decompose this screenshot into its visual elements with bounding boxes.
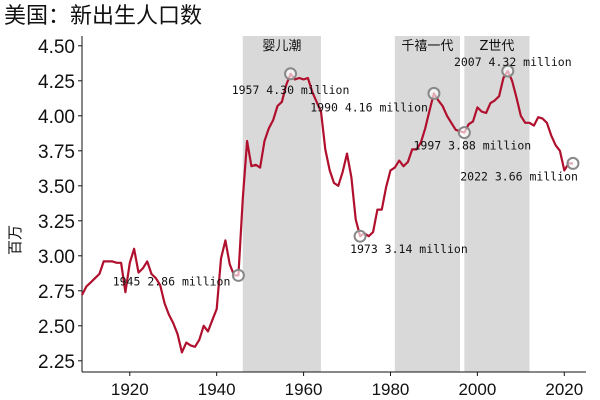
axes: 2.25 2.50 2.75 3.00 3.25 3.50 3.75 4.00 4.25 4.50… — [38, 36, 586, 399]
y-tick-label-3: 3.00 — [38, 247, 75, 268]
band-0 — [242, 36, 321, 372]
annotation-label-2: 1973 3.14 million — [350, 242, 468, 256]
x-tick-label-4: 2000 — [458, 380, 496, 399]
annotation-label-5: 2007 4.32 million — [454, 55, 572, 69]
annotation-marker-3 — [427, 86, 441, 100]
series-lines — [81, 69, 573, 354]
series-line-0 — [81, 69, 573, 354]
annotation-label-1: 1957 4.30 million — [232, 83, 350, 97]
annotation-label-4: 1997 3.88 million — [413, 139, 531, 153]
y-tick-label-8: 4.25 — [38, 72, 75, 93]
y-tick-label-4: 3.25 — [38, 212, 75, 233]
annotation-marker-2 — [353, 229, 367, 243]
y-tick-label-7: 4.00 — [38, 107, 75, 128]
x-tick-label-5: 2020 — [545, 380, 583, 399]
y-tick-label-5: 3.50 — [38, 177, 75, 198]
band-label-0: 婴儿潮 — [262, 39, 301, 54]
annotation-marker-0 — [231, 268, 245, 282]
chart-title: 美国：新出生人口数 — [4, 4, 202, 29]
y-tick-label-9: 4.50 — [38, 37, 75, 58]
annotation-label-6: 2022 3.66 million — [460, 169, 578, 183]
band-1 — [394, 36, 460, 372]
x-tick-label-2: 1960 — [285, 380, 323, 399]
y-tick-label-6: 3.75 — [38, 142, 75, 163]
x-tick-label-1: 1940 — [198, 380, 236, 399]
annotation-marker-1 — [284, 67, 298, 81]
annotation-marker-6 — [566, 156, 580, 170]
y-tick-label-0: 2.25 — [38, 352, 75, 373]
x-tick-label-0: 1920 — [111, 380, 149, 399]
y-tick-label-2: 2.75 — [38, 282, 75, 303]
annotations: 1945 2.86 million 1957 4.30 million 1973 3… — [113, 55, 580, 288]
band-2 — [464, 36, 530, 372]
band-label-1: 千禧一代 — [401, 39, 453, 54]
y-tick-label-1: 2.50 — [38, 317, 75, 338]
x-tick-label-3: 1980 — [372, 380, 410, 399]
band-label-2: Z世代 — [479, 39, 514, 54]
annotation-marker-4 — [457, 126, 471, 140]
annotation-label-0: 1945 2.86 million — [113, 274, 231, 288]
annotation-marker-5 — [501, 64, 515, 78]
annotation-label-3: 1990 4.16 million — [310, 100, 428, 114]
shaded-bands: 婴儿潮 千禧一代 Z世代 — [242, 36, 530, 372]
y-axis-label: 百万 — [6, 225, 24, 255]
